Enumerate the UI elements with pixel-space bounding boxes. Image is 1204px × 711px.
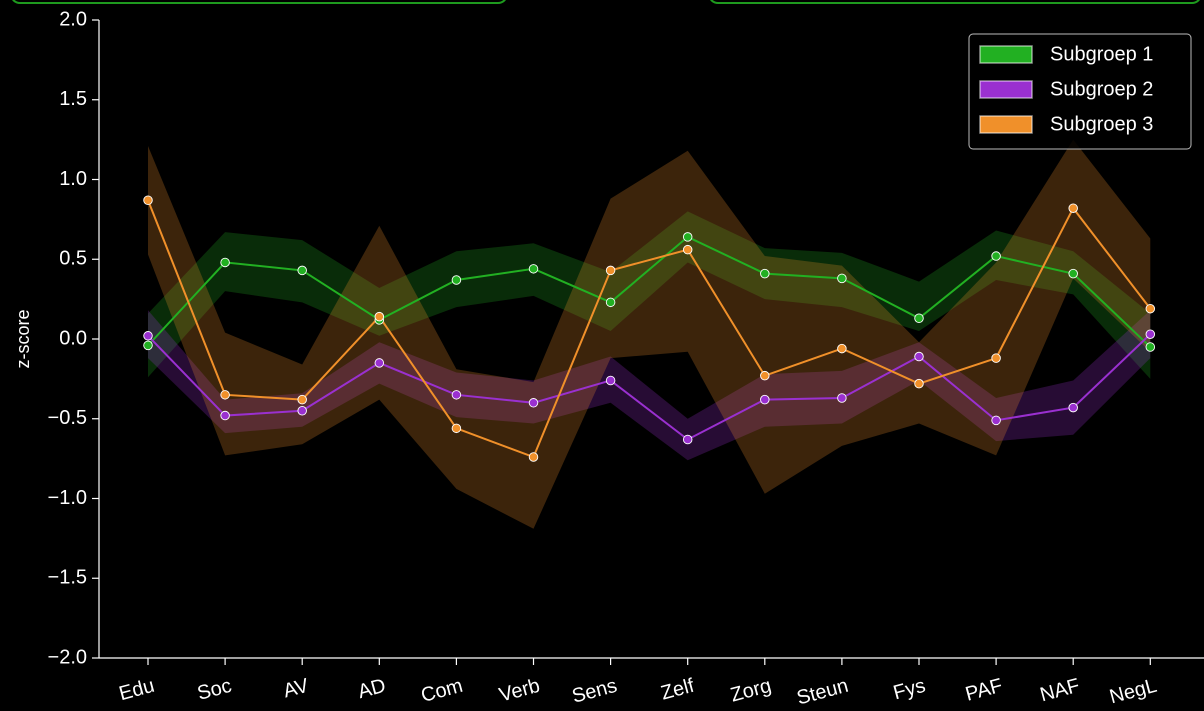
- legend-label-subgroep-3: Subgroep 3: [1050, 113, 1153, 135]
- data-point-subgroep-2-com: [451, 390, 462, 400]
- data-point-subgroep-3-verb: [528, 452, 539, 462]
- data-point-subgroep-1-av: [297, 265, 307, 276]
- data-point-subgroep-2-fys: [914, 351, 924, 362]
- x-tick-label-ad: AD: [356, 675, 389, 703]
- x-tick-label-verb: Verb: [497, 675, 542, 707]
- series-lines: [147, 199, 1152, 459]
- data-point-subgroep-3-zelf: [682, 244, 693, 255]
- data-point-subgroep-1-negl: [1145, 342, 1156, 352]
- data-point-subgroep-3-edu: [143, 195, 153, 205]
- y-tick-label: 1.0: [59, 168, 87, 190]
- data-point-subgroep-3-sens: [605, 265, 616, 276]
- x-tick-label-sens: Sens: [570, 675, 620, 708]
- data-point-subgroep-3-av: [297, 394, 307, 405]
- data-point-subgroep-2-zorg: [760, 394, 770, 405]
- confidence-bands: [148, 139, 1151, 529]
- data-point-subgroep-1-paf: [991, 251, 1001, 261]
- x-tick-label-naf: NAF: [1038, 675, 1082, 707]
- data-point-subgroep-1-steun: [837, 273, 847, 284]
- x-tick-label-zorg: Zorg: [728, 675, 773, 707]
- series-points: [143, 195, 1156, 462]
- y-ticks: 2.0 1.5 1.0 0.5 0.0 −0.5 −1.0 −1.5 −2.0: [48, 8, 99, 668]
- y-tick-label: −0.5: [48, 407, 87, 429]
- data-point-subgroep-3-zorg: [760, 370, 770, 381]
- legend-swatch-subgroep-3: [979, 115, 1033, 134]
- legend-label-subgroep-1: Subgroep 1: [1050, 43, 1153, 65]
- x-tick-label-steun: Steun: [795, 675, 851, 710]
- data-point-subgroep-3-soc: [220, 390, 230, 400]
- data-point-subgroep-1-com: [451, 275, 462, 285]
- y-tick-label: −1.0: [48, 487, 87, 509]
- series-line-subgroep-2: [147, 333, 1151, 441]
- data-point-subgroep-2-soc: [220, 410, 230, 421]
- data-point-subgroep-2-negl: [1145, 329, 1156, 339]
- data-point-subgroep-2-zelf: [682, 434, 693, 445]
- y-tick-label: −2.0: [48, 646, 87, 668]
- x-tick-label-zelf: Zelf: [659, 675, 697, 705]
- data-point-subgroep-1-fys: [914, 313, 924, 324]
- y-tick-label: 2.0: [59, 8, 87, 30]
- data-point-subgroep-3-paf: [991, 353, 1001, 363]
- y-tick-label: 1.5: [59, 88, 87, 110]
- data-point-subgroep-2-paf: [991, 415, 1001, 426]
- data-point-subgroep-2-naf: [1068, 402, 1078, 413]
- legend: Subgroep 1 Subgroep 2 Subgroep 3: [968, 33, 1192, 150]
- y-tick-label: 0.5: [59, 248, 87, 270]
- y-tick-label: 0.0: [59, 327, 87, 349]
- data-point-subgroep-3-com: [451, 423, 462, 434]
- x-tick-label-soc: Soc: [195, 675, 234, 705]
- data-point-subgroep-1-zelf: [682, 232, 693, 242]
- x-tick-label-paf: PAF: [963, 675, 1005, 706]
- legend-swatch-subgroep-1: [979, 45, 1033, 64]
- x-tick-label-edu: Edu: [117, 675, 157, 705]
- data-point-subgroep-1-zorg: [760, 268, 770, 279]
- data-point-subgroep-1-verb: [528, 264, 539, 274]
- x-tick-label-fys: Fys: [891, 675, 928, 705]
- legend-swatch-subgroep-2: [979, 80, 1033, 99]
- data-point-subgroep-3-naf: [1068, 203, 1078, 213]
- x-ticks: Edu Soc AV AD Com Verb Sens Zelf Zorg Steun Fys PAF…: [117, 658, 1159, 709]
- series-line-subgroep-3: [147, 199, 1152, 459]
- confidence-band-subgroep-2: [148, 310, 1151, 461]
- confidence-band-subgroep-1: [148, 211, 1151, 379]
- data-point-subgroep-2-av: [297, 406, 307, 416]
- data-point-subgroep-3-ad: [374, 311, 385, 322]
- data-point-subgroep-3-fys: [914, 378, 924, 389]
- y-axis-label: z-score: [13, 309, 33, 368]
- data-point-subgroep-2-verb: [528, 398, 539, 408]
- data-point-subgroep-1-naf: [1068, 268, 1078, 279]
- data-point-subgroep-3-negl: [1145, 303, 1156, 314]
- x-tick-label-com: Com: [419, 675, 465, 707]
- confidence-band-subgroep-3: [148, 139, 1151, 529]
- data-point-subgroep-2-ad: [374, 358, 385, 368]
- data-point-subgroep-2-edu: [143, 331, 153, 341]
- legend-label-subgroep-2: Subgroep 2: [1050, 78, 1153, 100]
- data-point-subgroep-3-steun: [837, 343, 847, 354]
- y-tick-label: −1.5: [48, 567, 87, 589]
- x-tick-label-negl: NegL: [1107, 675, 1159, 709]
- data-point-subgroep-1-soc: [220, 257, 230, 268]
- data-point-subgroep-2-steun: [837, 393, 847, 403]
- data-point-subgroep-2-sens: [605, 375, 616, 386]
- series-line-subgroep-1: [147, 235, 1151, 348]
- x-tick-label-av: AV: [281, 675, 312, 703]
- data-point-subgroep-1-edu: [143, 340, 153, 351]
- data-point-subgroep-1-sens: [605, 297, 616, 308]
